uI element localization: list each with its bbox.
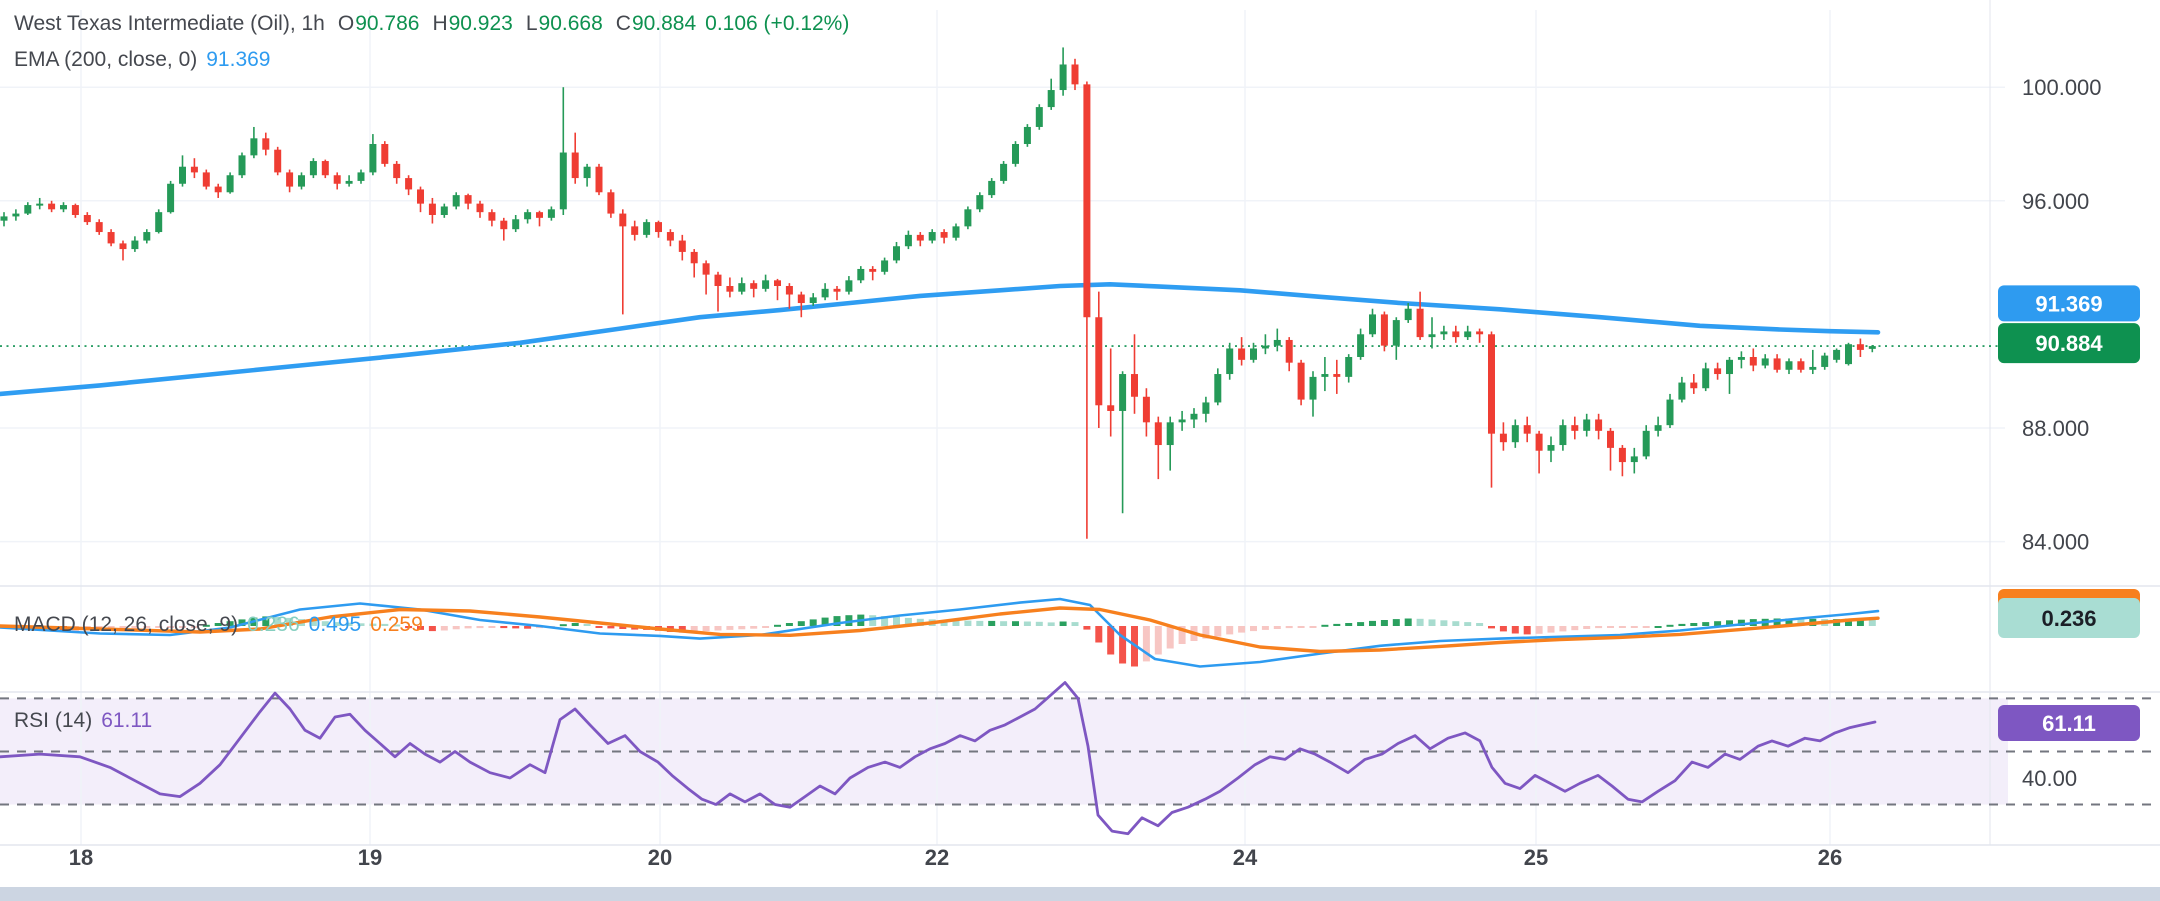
symbol-legend[interactable]: West Texas Intermediate (Oil), 1h O 90.78… [14,12,849,36]
svg-text:25: 25 [1524,845,1548,870]
svg-text:26: 26 [1818,845,1842,870]
open-value: 90.786 [355,12,420,35]
change-value: 0.106 (+0.12%) [705,12,850,35]
macd-signal-line [0,606,1880,654]
svg-text:84.000: 84.000 [2022,530,2089,555]
svg-text:90.884: 90.884 [2035,331,2103,356]
svg-text:40.00: 40.00 [2022,766,2077,791]
svg-text:24: 24 [1233,845,1258,870]
rsi-line [0,681,1877,836]
open-label: O [337,12,355,35]
macd-line [0,597,1880,668]
macd-hist-value: 0.236 [247,613,300,636]
close-label: C [615,12,631,35]
svg-text:20: 20 [648,845,672,870]
chart-plot-area[interactable] [0,0,1990,845]
bottom-toolbar-strip [0,887,2160,901]
close-value: 90.884 [631,12,697,35]
rsi-legend[interactable]: RSI (14) 61.11 [14,709,152,733]
macd-label: MACD (12, 26, close, 9) [14,613,239,636]
ema-line [0,281,1881,397]
ema-value: 91.369 [206,48,271,71]
time-axis[interactable]: 18 19 20 22 24 25 26 [69,845,1842,870]
svg-text:61.11: 61.11 [2042,711,2096,736]
macd-line-value: 0.495 [308,613,362,636]
svg-text:96.000: 96.000 [2022,189,2089,214]
axis-badges: 91.369 90.884 0.236 61.11 [1998,285,2140,741]
svg-text:22: 22 [925,845,949,870]
svg-text:91.369: 91.369 [2035,291,2102,316]
symbol-title: West Texas Intermediate (Oil), 1h [14,12,325,35]
svg-text:0.236: 0.236 [2041,606,2096,631]
ema-legend[interactable]: EMA (200, close, 0) 91.369 [14,48,270,72]
svg-text:100.000: 100.000 [2022,75,2102,100]
grid-layer [0,0,2005,845]
svg-text:88.000: 88.000 [2022,416,2089,441]
rsi-label: RSI (14) [14,709,93,732]
price-axis[interactable]: 100.000 96.000 88.000 84.000 40.00 [2022,75,2102,791]
macd-legend[interactable]: MACD (12, 26, close, 9) 0.236 0.495 0.25… [14,613,423,637]
svg-text:19: 19 [358,845,382,870]
low-value: 90.668 [538,12,603,35]
rsi-value: 61.11 [101,709,153,732]
high-label: H [432,12,448,35]
low-label: L [525,12,538,35]
high-value: 90.923 [448,12,513,35]
candlestick-series [0,47,1876,539]
svg-text:18: 18 [69,845,93,870]
ema-label: EMA (200, close, 0) [14,48,198,71]
pane-separators [0,585,2160,846]
macd-signal-value: 0.259 [370,613,423,636]
